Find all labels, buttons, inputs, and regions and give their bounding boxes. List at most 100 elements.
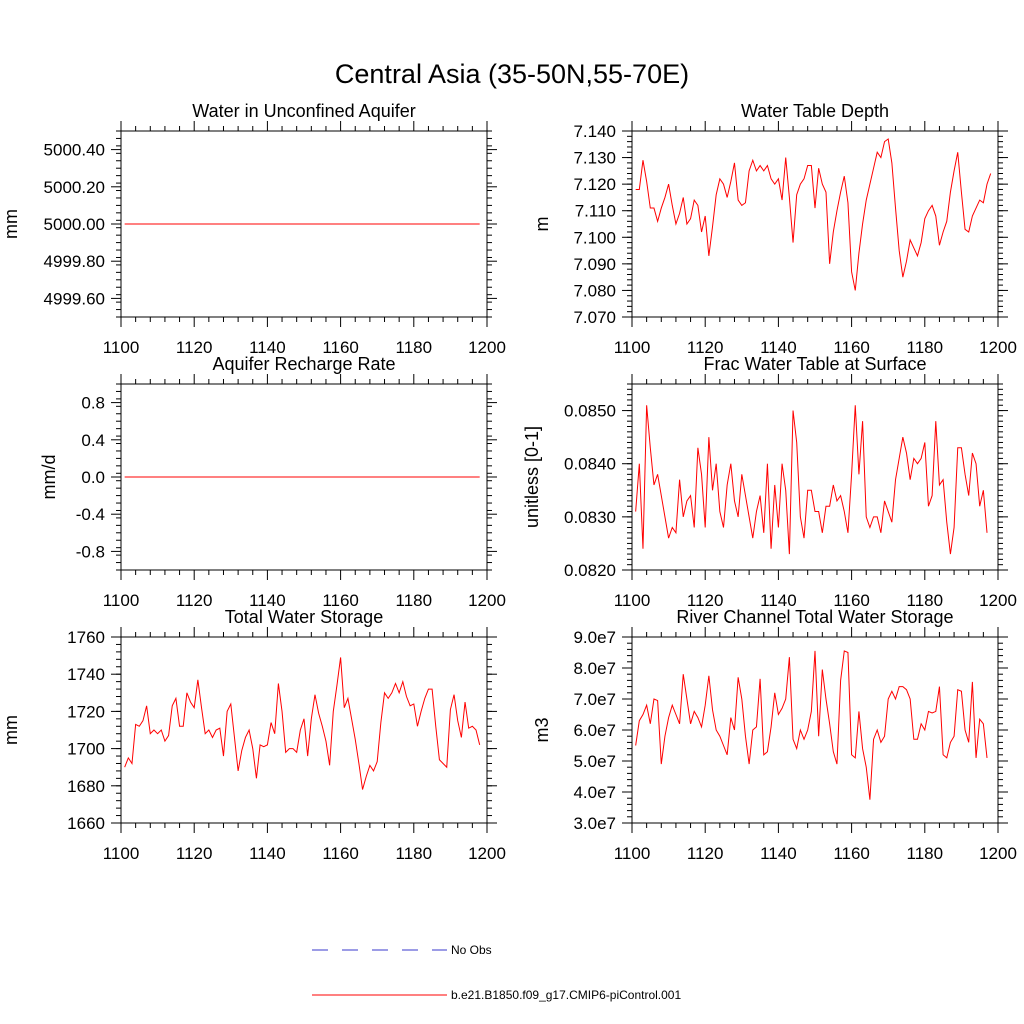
panel-title: Water Table Depth bbox=[741, 101, 889, 121]
panel-title: Total Water Storage bbox=[225, 607, 383, 627]
y-tick-label: 0.8 bbox=[81, 394, 105, 413]
panel-water-table-depth: Water Table Depth m 1100 1120 1140 1160 1180 12… bbox=[532, 101, 1017, 357]
x-tick-label: 1100 bbox=[614, 844, 651, 863]
model-series-line bbox=[635, 650, 988, 800]
y-tick-label: 5.0e7 bbox=[573, 752, 616, 771]
y-tick-label: 0.0850 bbox=[564, 402, 616, 421]
plot-frame bbox=[631, 383, 999, 571]
y-tick-label: 4999.80 bbox=[44, 252, 105, 271]
x-tick-label: 1100 bbox=[103, 844, 140, 863]
x-tick-label: 1120 bbox=[687, 591, 724, 610]
x-tick-label: 1160 bbox=[322, 844, 359, 863]
x-tick-label: 1200 bbox=[979, 591, 1017, 610]
x-tick-label: 1140 bbox=[249, 338, 286, 357]
panel-total-water-storage: Total Water Storage mm 1100 1120 1140 1160 118… bbox=[1, 607, 506, 863]
x-tick-label: 1180 bbox=[907, 591, 944, 610]
y-tick-label: 4999.60 bbox=[44, 289, 105, 308]
x-tick-label: 1200 bbox=[468, 591, 506, 610]
x-tick-label: 1120 bbox=[687, 844, 724, 863]
x-tick-label: 1100 bbox=[103, 338, 140, 357]
panel-title: River Channel Total Water Storage bbox=[676, 607, 953, 627]
x-tick-label: 1160 bbox=[833, 591, 870, 610]
x-tick-label: 1120 bbox=[176, 338, 213, 357]
panel-river-channel-total-water-storage: River Channel Total Water Storage m3 1100 1… bbox=[532, 607, 1017, 863]
x-tick-label: 1160 bbox=[322, 591, 359, 610]
y-tick-label: 1700 bbox=[67, 740, 105, 759]
y-tick-label: 7.080 bbox=[573, 281, 616, 300]
y-tick-label: 8.0e7 bbox=[573, 659, 616, 678]
x-tick-label: 1200 bbox=[468, 844, 506, 863]
x-tick-label: 1140 bbox=[249, 844, 286, 863]
y-tick-label: -0.8 bbox=[76, 542, 105, 561]
y-tick-label: 7.110 bbox=[575, 202, 616, 221]
x-tick-label: 1140 bbox=[760, 844, 797, 863]
y-tick-label: 0.0820 bbox=[564, 561, 616, 580]
y-tick-label: 4.0e7 bbox=[573, 783, 616, 802]
panel-aquifer-recharge-rate: Aquifer Recharge Rate mm/d 1100 1120 1140 116… bbox=[39, 354, 506, 610]
panel-water-in-unconfined-aquifer: Water in Unconfined Aquifer mm 1100 1120 114… bbox=[1, 101, 506, 357]
y-tick-label: 7.090 bbox=[573, 255, 616, 274]
x-tick-label: 1180 bbox=[396, 591, 433, 610]
y-tick-label: 0.0 bbox=[81, 468, 105, 487]
x-tick-label: 1200 bbox=[979, 844, 1017, 863]
y-tick-label: 7.130 bbox=[573, 149, 616, 168]
y-tick-label: 7.070 bbox=[573, 308, 616, 327]
x-tick-label: 1140 bbox=[249, 591, 286, 610]
y-axis-label: mm bbox=[1, 209, 21, 239]
x-tick-label: 1100 bbox=[614, 591, 651, 610]
figure-title: Central Asia (35-50N,55-70E) bbox=[335, 59, 689, 89]
y-tick-label: 5000.20 bbox=[44, 178, 105, 197]
x-tick-label: 1100 bbox=[614, 338, 651, 357]
x-tick-label: 1160 bbox=[833, 844, 870, 863]
y-tick-label: 1660 bbox=[67, 814, 105, 833]
y-axis-label: unitless [0-1] bbox=[522, 426, 542, 528]
y-tick-label: 9.0e7 bbox=[573, 628, 616, 647]
x-tick-label: 1120 bbox=[176, 591, 213, 610]
y-tick-label: 0.0840 bbox=[564, 455, 616, 474]
y-tick-label: 1740 bbox=[67, 665, 105, 684]
x-tick-label: 1100 bbox=[103, 591, 140, 610]
y-axis-label: mm bbox=[1, 715, 21, 745]
plot-frame bbox=[631, 636, 999, 824]
y-tick-label: 1720 bbox=[67, 702, 105, 721]
panel-title: Frac Water Table at Surface bbox=[703, 354, 926, 374]
x-tick-label: 1120 bbox=[687, 338, 724, 357]
legend-model-label: b.e21.B1850.f09_g17.CMIP6-piControl.001 bbox=[451, 988, 681, 1002]
model-series-line bbox=[635, 405, 988, 555]
y-axis-label: m3 bbox=[532, 717, 552, 742]
y-tick-label: 7.0e7 bbox=[573, 690, 616, 709]
y-axis-label: mm/d bbox=[39, 455, 59, 500]
panel-title: Water in Unconfined Aquifer bbox=[192, 101, 415, 121]
panel-title: Aquifer Recharge Rate bbox=[212, 354, 395, 374]
y-tick-label: 1680 bbox=[67, 777, 105, 796]
y-tick-label: -0.4 bbox=[76, 505, 105, 524]
legend: No Obs b.e21.B1850.f09_g17.CMIP6-piContr… bbox=[312, 943, 681, 1002]
y-tick-label: 7.120 bbox=[573, 175, 616, 194]
y-tick-label: 5000.00 bbox=[44, 215, 105, 234]
x-tick-label: 1160 bbox=[322, 338, 359, 357]
y-tick-label: 7.100 bbox=[573, 228, 616, 247]
y-tick-label: 0.4 bbox=[81, 431, 105, 450]
x-tick-label: 1160 bbox=[833, 338, 870, 357]
y-tick-label: 7.140 bbox=[573, 122, 616, 141]
plot-frame bbox=[120, 636, 488, 824]
y-tick-label: 6.0e7 bbox=[573, 721, 616, 740]
y-tick-label: 3.0e7 bbox=[573, 814, 616, 833]
x-tick-label: 1180 bbox=[396, 338, 433, 357]
y-tick-label: 1760 bbox=[67, 628, 105, 647]
x-tick-label: 1180 bbox=[907, 844, 944, 863]
x-tick-label: 1200 bbox=[979, 338, 1017, 357]
model-series-line bbox=[124, 657, 481, 790]
x-tick-label: 1140 bbox=[760, 338, 797, 357]
y-tick-label: 0.0830 bbox=[564, 508, 616, 527]
panel-frac-water-table-at-surface: Frac Water Table at Surface unitless [0-1… bbox=[522, 354, 1017, 610]
x-tick-label: 1120 bbox=[176, 844, 213, 863]
x-tick-label: 1180 bbox=[396, 844, 433, 863]
legend-obs-label: No Obs bbox=[451, 943, 492, 957]
y-tick-label: 5000.40 bbox=[44, 141, 105, 160]
model-series-line bbox=[635, 138, 992, 291]
plot-frame bbox=[631, 130, 999, 318]
x-tick-label: 1180 bbox=[907, 338, 944, 357]
y-axis-label: m bbox=[532, 217, 552, 232]
